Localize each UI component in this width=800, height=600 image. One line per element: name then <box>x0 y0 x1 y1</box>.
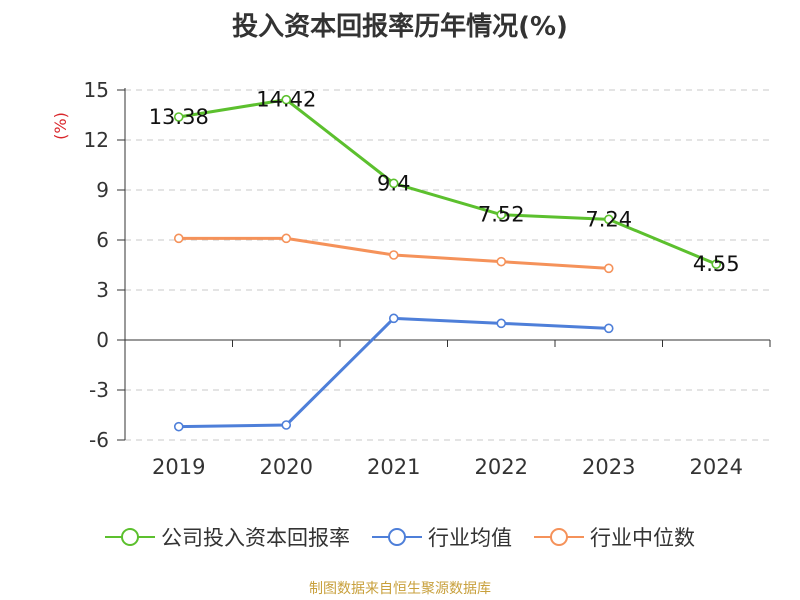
legend-line-icon <box>534 528 584 546</box>
data-label: 9.4 <box>377 171 410 195</box>
data-point <box>603 323 614 334</box>
data-point <box>173 112 184 122</box>
legend-label-industry-average: 行业均值 <box>428 526 512 550</box>
data-point <box>603 214 614 225</box>
legend-label-industry-median: 行业中位数 <box>590 526 695 550</box>
x-tick-label: 2021 <box>367 455 420 479</box>
data-label: 7.52 <box>478 203 525 227</box>
chart-legend: 公司投入资本回报率 行业均值 行业中位数 <box>0 520 800 554</box>
x-tick-label: 2022 <box>475 455 528 479</box>
data-label: 14.42 <box>256 88 316 112</box>
legend-item-industry-median[interactable]: 行业中位数 <box>534 522 695 552</box>
data-point <box>603 263 614 274</box>
data-point <box>173 233 184 244</box>
data-point <box>281 233 292 244</box>
y-tick-label: -3 <box>89 378 109 402</box>
data-point <box>281 94 292 105</box>
chart-plot: 15 12 9 6 3 0 -3 -6 2019 2020 2021 2022 2023 2024 (%) 1… <box>51 78 771 479</box>
legend-item-company[interactable]: 公司投入资本回报率 <box>105 522 350 552</box>
y-tick-label: -6 <box>89 428 109 452</box>
data-source-note: 制图数据来自恒生聚源数据库 <box>309 581 491 597</box>
data-point <box>281 420 292 430</box>
y-tick-label: 3 <box>96 278 109 302</box>
y-tick-label: 0 <box>96 328 109 352</box>
legend-item-industry-average[interactable]: 行业均值 <box>372 522 512 552</box>
x-tick-label: 2023 <box>582 455 635 479</box>
x-tick-label: 2020 <box>260 455 313 479</box>
y-tick-label: 12 <box>84 128 109 152</box>
data-point <box>711 259 722 269</box>
y-tick-label: 15 <box>84 78 109 102</box>
legend-label-company: 公司投入资本回报率 <box>161 526 350 550</box>
legend-line-icon <box>372 528 422 546</box>
data-point <box>173 421 184 432</box>
data-point <box>496 209 507 220</box>
data-point <box>388 313 399 324</box>
series-line-1 <box>178 316 609 429</box>
legend-line-icon <box>105 528 155 546</box>
x-tick-label: 2019 <box>152 455 205 479</box>
data-label: 7.24 <box>585 207 632 231</box>
series-line-0 <box>178 98 717 266</box>
data-point <box>388 178 399 189</box>
data-label: 4.55 <box>693 252 740 276</box>
y-tick-label: 9 <box>96 178 109 202</box>
y-tick-label: 6 <box>96 228 109 252</box>
data-point <box>496 318 507 329</box>
data-point <box>496 256 507 267</box>
chart-title: 投入资本回报率历年情况(%) <box>232 12 568 42</box>
y-axis-label: (%) <box>51 112 70 140</box>
data-label: 13.38 <box>149 105 209 129</box>
data-point <box>388 250 399 260</box>
x-tick-label: 2024 <box>690 455 743 479</box>
